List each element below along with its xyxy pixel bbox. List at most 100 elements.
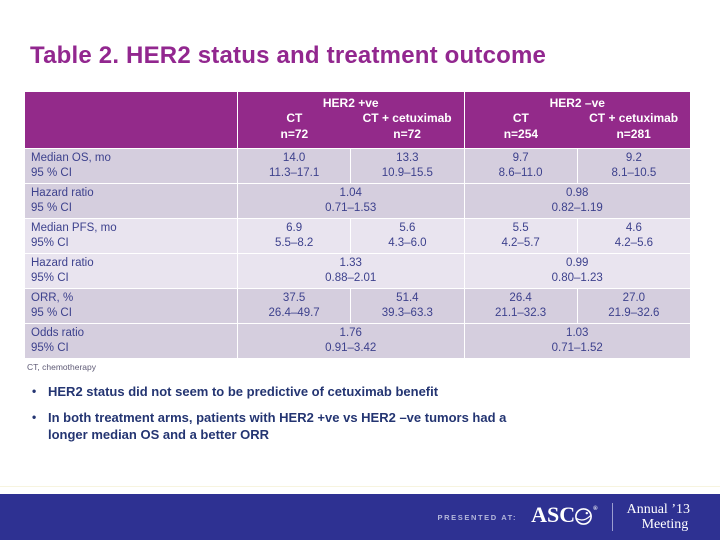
cell-ci: 0.91–3.42 [325, 342, 377, 354]
bullet-item: • HER2 status did not seem to be predict… [32, 383, 537, 400]
cell-ci: 5.5–8.2 [274, 237, 314, 249]
row-label: Median PFS, mo 95% CI [25, 219, 237, 253]
table-cell: 26.4 21.1–32.3 [463, 289, 577, 323]
table-cell-span: 1.04 0.71–1.53 [237, 184, 464, 218]
table-cell: 37.5 26.4–49.7 [237, 289, 350, 323]
row-label-main: Median OS, mo [31, 152, 111, 164]
header-group-her2-positive: HER2 +ve CT n=72 CT + cetuximab n=72 [237, 92, 464, 148]
cell-value: 26.4 [509, 292, 532, 304]
table-cell: 6.9 5.5–8.2 [237, 219, 350, 253]
table-cell: 5.6 4.3–6.0 [350, 219, 463, 253]
cell-value: 4.6 [625, 222, 642, 234]
row-label: Odds ratio 95% CI [25, 324, 237, 358]
cell-value: 51.4 [396, 292, 419, 304]
group-title: HER2 +ve [322, 96, 379, 110]
row-label-sub: 95% CI [31, 272, 69, 284]
cell-value: 1.03 [566, 327, 589, 339]
col-name: CT + cetuximab [362, 111, 452, 125]
table-cell-span: 0.98 0.82–1.19 [463, 184, 691, 218]
header-group-her2-negative: HER2 –ve CT n=254 CT + cetuximab n=281 [463, 92, 691, 148]
footer-separator [611, 503, 613, 531]
table-cell: 5.5 4.2–5.7 [463, 219, 577, 253]
row-label: Median OS, mo 95 % CI [25, 149, 237, 183]
cell-ci: 8.1–10.5 [611, 167, 657, 179]
cell-value: 14.0 [282, 152, 306, 164]
cell-ci: 26.4–49.7 [268, 307, 320, 319]
row-label: Hazard ratio 95 % CI [25, 184, 237, 218]
row-label-sub: 95 % CI [31, 202, 72, 214]
table-row-hazard-ratio-pfs: Hazard ratio 95% CI 1.33 0.88–2.01 0.99 … [25, 253, 690, 288]
cell-value: 0.99 [566, 257, 589, 269]
cell-value: 0.98 [566, 187, 589, 199]
group-columns: CT n=254 CT + cetuximab n=281 [465, 110, 691, 148]
row-label: Hazard ratio 95% CI [25, 254, 237, 288]
table-row-orr: ORR, % 95 % CI 37.5 26.4–49.7 51.4 39.3–… [25, 288, 690, 323]
col-name: CT + cetuximab [589, 111, 679, 125]
row-label-sub: 95% CI [31, 342, 69, 354]
cell-ci: 39.3–63.3 [381, 307, 433, 319]
cell-ci: 4.2–5.7 [501, 237, 540, 249]
table-cell-span: 1.03 0.71–1.52 [463, 324, 691, 358]
row-label-sub: 95 % CI [31, 307, 72, 319]
cell-value: 5.5 [512, 222, 529, 234]
row-label-main: Hazard ratio [31, 187, 94, 199]
row-label-sub: 95 % CI [31, 167, 72, 179]
col-n: n=72 [393, 127, 421, 141]
cell-ci: 0.80–1.23 [551, 272, 603, 284]
table-row-odds-ratio: Odds ratio 95% CI 1.76 0.91–3.42 1.03 0.… [25, 323, 690, 358]
cell-value: 1.76 [339, 327, 362, 339]
cell-value: 9.2 [625, 152, 642, 164]
row-label-main: Hazard ratio [31, 257, 94, 269]
cell-ci: 0.88–2.01 [325, 272, 377, 284]
table-cell-span: 1.33 0.88–2.01 [237, 254, 464, 288]
col-n: n=281 [616, 127, 651, 141]
table-footnote: CT, chemotherapy [27, 362, 96, 372]
header-label-spacer [25, 92, 237, 148]
table-cell: 13.3 10.9–15.5 [350, 149, 463, 183]
cell-ci: 0.71–1.52 [551, 342, 603, 354]
bullet-text: In both treatment arms, patients with HE… [48, 410, 507, 442]
bullet-list: • HER2 status did not seem to be predict… [32, 383, 537, 452]
table-cell: 9.7 8.6–11.0 [463, 149, 577, 183]
cell-value: 5.6 [399, 222, 416, 234]
cell-ci: 11.3–17.1 [268, 167, 320, 179]
row-label-main: Odds ratio [31, 327, 85, 339]
cell-ci: 21.9–32.6 [608, 307, 660, 319]
table-row-median-pfs: Median PFS, mo 95% CI 6.9 5.5–8.2 5.6 4.… [25, 218, 690, 253]
table-cell: 51.4 39.3–63.3 [350, 289, 463, 323]
cell-value: 6.9 [286, 222, 303, 234]
bullet-icon: • [32, 384, 37, 398]
table-cell-span: 1.76 0.91–3.42 [237, 324, 464, 358]
cell-ci: 8.6–11.0 [498, 167, 543, 179]
table-cell: 27.0 21.9–32.6 [576, 289, 690, 323]
cell-value: 27.0 [622, 292, 646, 304]
table-cell-span: 0.99 0.80–1.23 [463, 254, 691, 288]
table-header: HER2 +ve CT n=72 CT + cetuximab n=72 HER… [25, 92, 690, 148]
annual-line2: Meeting [641, 517, 689, 532]
cell-ci: 4.2–5.6 [614, 237, 654, 249]
cell-ci: 21.1–32.3 [495, 307, 547, 319]
col-n: n=254 [503, 127, 539, 141]
table-row-hazard-ratio-os: Hazard ratio 95 % CI 1.04 0.71–1.53 0.98… [25, 183, 690, 218]
cell-ci: 0.71–1.53 [325, 202, 377, 214]
row-label: ORR, % 95 % CI [25, 289, 237, 323]
col-n: n=72 [280, 127, 309, 141]
table-cell: 4.6 4.2–5.6 [576, 219, 690, 253]
asco-logo: ASC ® [531, 504, 598, 530]
table-cell: 14.0 11.3–17.1 [237, 149, 350, 183]
bullet-text: HER2 status did not seem to be predictiv… [48, 384, 439, 399]
row-label-main: Median PFS, mo [31, 222, 117, 234]
annual-line1: Annual ’13 [626, 502, 690, 517]
col-header-ct-cetuximab: CT + cetuximab n=72 [351, 110, 464, 148]
asco-letters: ASC [531, 502, 576, 527]
col-header-ct: CT n=72 [238, 110, 351, 148]
cell-value: 13.3 [396, 152, 419, 164]
group-columns: CT n=72 CT + cetuximab n=72 [238, 110, 464, 148]
col-header-ct: CT n=254 [465, 110, 578, 148]
group-title: HER2 –ve [549, 96, 605, 110]
presented-at-label: PRESENTED AT: [437, 512, 518, 522]
table-cell: 9.2 8.1–10.5 [576, 149, 690, 183]
annual-meeting-text: Annual ’13 Meeting [627, 502, 690, 532]
cell-ci: 4.3–6.0 [388, 237, 427, 249]
